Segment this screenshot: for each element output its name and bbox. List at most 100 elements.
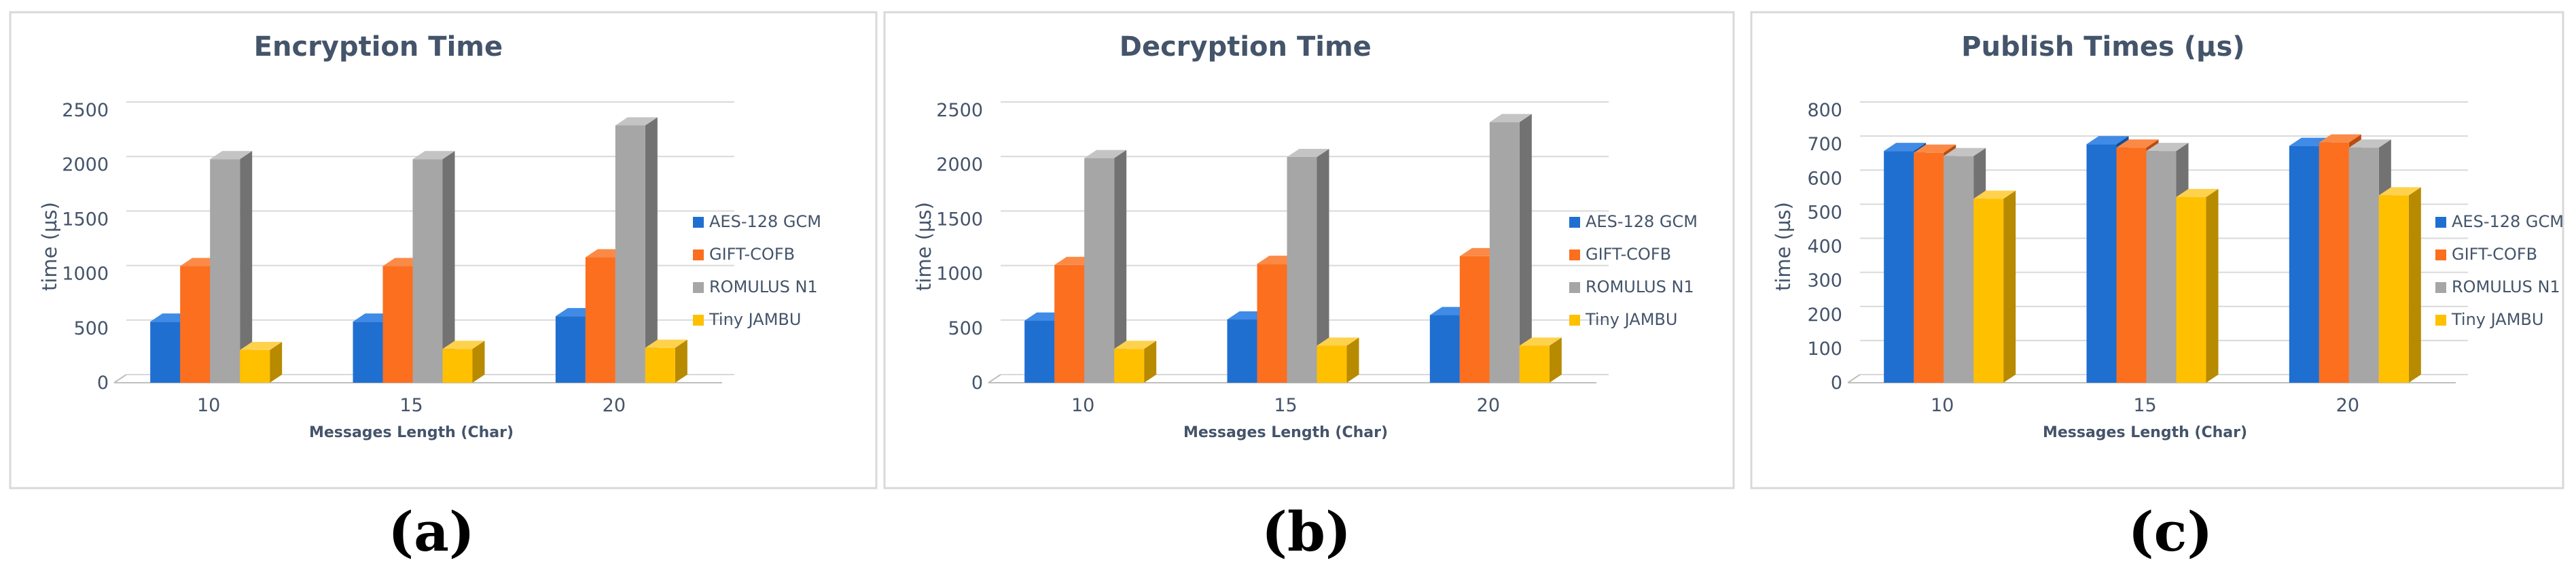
legend-item: AES-128 GCM xyxy=(1569,212,1698,231)
bar-side xyxy=(442,151,455,383)
bar-top xyxy=(240,341,283,350)
bar-tiny-jambu-10 xyxy=(240,341,283,383)
bar-romulus-n1-10 xyxy=(1084,150,1127,383)
bar-top xyxy=(442,341,485,349)
legend-swatch xyxy=(693,315,704,326)
legend-label: Tiny JAMBU xyxy=(1585,310,1677,329)
x-axis-title: Messages Length (Char) xyxy=(2043,424,2247,441)
x-tick-label: 15 xyxy=(399,395,423,416)
y-tick-label: 300 xyxy=(1807,271,1842,292)
bar-front xyxy=(1317,345,1347,383)
y-tick-label: 1500 xyxy=(62,209,109,230)
bar-top xyxy=(2086,136,2129,145)
bar-front xyxy=(2378,195,2409,383)
bar-side xyxy=(1549,337,1562,383)
y-tick-label: 500 xyxy=(1807,202,1842,223)
bar-top xyxy=(412,151,455,160)
bar-romulus-n1-15 xyxy=(1287,148,1329,383)
chart-title: Decryption Time xyxy=(1120,31,1372,63)
bar-front xyxy=(2176,196,2206,383)
legend-swatch xyxy=(693,217,704,228)
bar-front xyxy=(240,349,270,383)
bar-top xyxy=(210,151,253,160)
bar-front xyxy=(2116,148,2147,383)
bar-tiny-jambu-20 xyxy=(1519,337,1562,383)
legend-item: AES-128 GCM xyxy=(693,212,821,231)
bar-top xyxy=(1317,337,1359,346)
bar-front xyxy=(1459,256,1490,383)
bar-side xyxy=(472,341,485,383)
legend-item: ROMULUS N1 xyxy=(2435,277,2560,296)
bar-tiny-jambu-20 xyxy=(645,339,687,383)
y-tick-label: 0 xyxy=(971,373,983,394)
x-tick-label: 10 xyxy=(197,395,220,416)
y-tick-label: 800 xyxy=(1807,100,1842,121)
bar-front xyxy=(2086,144,2117,383)
bar-front xyxy=(615,125,645,383)
legend-swatch xyxy=(1569,217,1580,228)
bar-top xyxy=(1114,341,1157,349)
bar-front xyxy=(555,316,586,383)
bar-front xyxy=(210,159,240,383)
chart-title: Encryption Time xyxy=(254,31,503,63)
bar-front xyxy=(412,159,443,383)
bar-front xyxy=(1489,122,1520,383)
x-tick-label: 10 xyxy=(1071,395,1094,416)
bar-front xyxy=(2289,145,2319,383)
y-tick-label: 500 xyxy=(73,318,109,339)
floor-edge xyxy=(113,374,127,383)
bar-top xyxy=(2378,187,2421,196)
y-tick-label: 700 xyxy=(1807,134,1842,155)
bar-front xyxy=(1944,156,1974,383)
x-axis-title: Messages Length (Char) xyxy=(1183,424,1388,441)
legend-item: GIFT-COFB xyxy=(2435,245,2537,264)
bar-front xyxy=(1914,152,1944,383)
bar-side xyxy=(2206,188,2219,383)
floor-edge xyxy=(988,374,1001,383)
legend-label: Tiny JAMBU xyxy=(2451,310,2543,329)
bar-top xyxy=(1973,190,2016,199)
bar-tiny-jambu-15 xyxy=(2176,188,2219,383)
bar-top xyxy=(1944,148,1986,156)
bar-front xyxy=(150,322,181,383)
bar-front xyxy=(180,266,211,383)
bar-front xyxy=(645,347,675,383)
bar-tiny-jambu-20 xyxy=(2378,187,2421,383)
legend-swatch xyxy=(2435,315,2446,326)
bar-top xyxy=(1287,148,1329,157)
legend-item: Tiny JAMBU xyxy=(2435,310,2543,329)
x-tick-label: 20 xyxy=(1477,395,1500,416)
legend-swatch xyxy=(1569,249,1580,260)
legend-label: AES-128 GCM xyxy=(1586,212,1698,231)
legend-label: ROMULUS N1 xyxy=(709,277,818,296)
bar-front xyxy=(353,322,383,383)
bar-front xyxy=(1973,199,2004,383)
y-axis-title: time (µs) xyxy=(1772,202,1795,291)
bar-romulus-n1-15 xyxy=(412,151,455,383)
bar-front xyxy=(1519,345,1550,383)
y-tick-label: 200 xyxy=(1807,305,1842,326)
bar-tiny-jambu-15 xyxy=(1317,337,1359,383)
bar-top xyxy=(1519,337,1562,346)
legend-item: ROMULUS N1 xyxy=(1569,277,1694,296)
y-tick-label: 1000 xyxy=(936,264,983,285)
bar-front xyxy=(2146,151,2177,383)
bar-side xyxy=(645,117,658,383)
encryption-time-panel: Encryption Time 0 500 1000 1500 2000 2500 time … xyxy=(9,11,878,564)
bar-front xyxy=(2348,148,2379,383)
panel-label: (c) xyxy=(2128,500,2213,564)
y-tick-label: 2000 xyxy=(62,154,109,175)
bar-side xyxy=(2003,190,2016,383)
bar-side xyxy=(270,341,283,383)
y-tick-label: 500 xyxy=(948,318,983,339)
x-tick-label: 20 xyxy=(603,395,626,416)
bar-front xyxy=(1884,151,1914,383)
bar-front xyxy=(585,257,615,383)
legend-label: GIFT-COFB xyxy=(709,245,795,264)
bar-side xyxy=(1144,341,1157,383)
legend-swatch xyxy=(2435,217,2446,228)
y-tick-label: 400 xyxy=(1807,237,1842,258)
bar-front xyxy=(1287,156,1317,383)
floor-edge xyxy=(1847,374,1861,383)
